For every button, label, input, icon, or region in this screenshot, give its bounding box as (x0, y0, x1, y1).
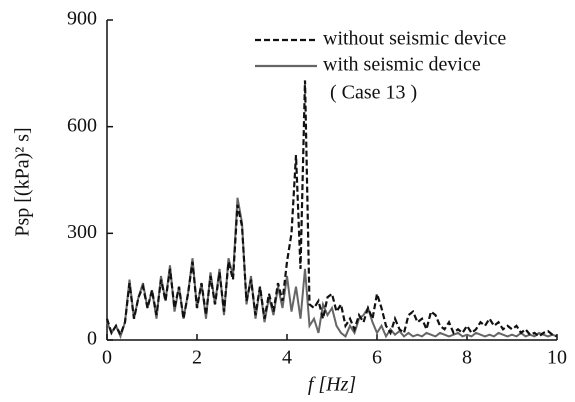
x-tick-label: 8 (462, 347, 472, 369)
series-line (105, 80, 558, 338)
y-tick-label: 0 (87, 328, 97, 350)
series-line (106, 197, 558, 340)
legend-label: with seismic device (323, 54, 481, 76)
y-tick-label: 600 (67, 114, 97, 136)
legend-label: without seismic device (323, 28, 506, 50)
y-axis-label: Psp [(kPa)² s] (12, 127, 34, 236)
x-tick-label: 6 (372, 347, 382, 369)
x-axis-label: f [Hz] (308, 374, 356, 396)
y-tick-label: 300 (67, 221, 97, 243)
y-tick-label: 900 (67, 8, 97, 30)
x-tick-label: 4 (282, 347, 292, 369)
x-tick-label: 0 (102, 347, 112, 369)
annotation: ( Case 13 ) (330, 82, 417, 104)
x-tick-label: 10 (547, 347, 567, 369)
x-tick-label: 2 (192, 347, 202, 369)
